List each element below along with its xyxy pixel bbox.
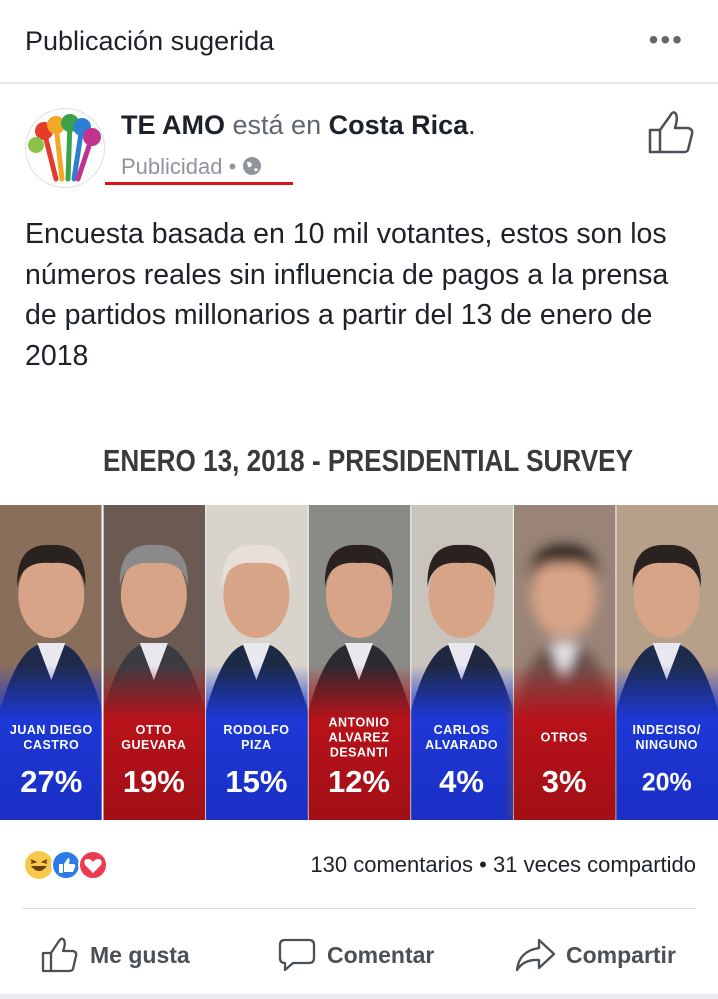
label-band xyxy=(103,665,206,820)
globe-icon xyxy=(243,157,262,175)
like-label: Me gusta xyxy=(90,941,190,968)
face xyxy=(223,552,290,638)
candidate-percent: 27% xyxy=(20,764,82,799)
author[interactable]: TE AMO xyxy=(121,110,225,140)
share-count[interactable]: 31 veces compartido xyxy=(493,852,696,877)
candidate-name: RODOLFO xyxy=(223,723,289,737)
candidate-name: NINGUNO xyxy=(635,738,698,752)
separator: • xyxy=(479,852,487,877)
header-title: Publicación sugerida xyxy=(25,26,275,56)
hair xyxy=(119,544,188,587)
like-page-button[interactable] xyxy=(646,108,696,156)
candidate-name: PIZA xyxy=(241,738,271,752)
more-button[interactable]: ••• xyxy=(648,24,684,55)
sponsored-label: Publicidad xyxy=(121,154,223,179)
collar xyxy=(37,643,66,680)
collar xyxy=(652,643,681,680)
label-band xyxy=(206,665,308,820)
candidate-name: DESANTI xyxy=(330,745,388,759)
candidate-percent: 15% xyxy=(225,764,287,799)
candidate-name: CARLOS xyxy=(434,723,490,737)
annotation-underline xyxy=(105,182,293,185)
comment-count[interactable]: 130 comentarios xyxy=(310,852,474,877)
label-band xyxy=(513,665,616,820)
author-line: TE AMO está en Costa Rica. xyxy=(121,110,476,141)
share-label: Compartir xyxy=(566,941,676,968)
image-title: ENERO 13, 2018 - PRESIDENTIAL SURVEY xyxy=(103,443,633,478)
comment-label: Comentar xyxy=(327,941,435,968)
bottom-edge xyxy=(0,994,718,999)
divider xyxy=(22,908,696,909)
label-band xyxy=(0,665,102,820)
like-button[interactable]: Me gusta xyxy=(40,936,190,974)
collar xyxy=(447,643,476,680)
collar xyxy=(139,643,168,680)
candidate-panel: OTROS 3% xyxy=(513,505,616,820)
like-icon xyxy=(41,937,78,973)
comment-button[interactable]: Comentar xyxy=(277,936,434,974)
candidate-panel: INDECISO/NINGUNO 20% xyxy=(616,505,718,820)
label-band xyxy=(411,665,513,820)
hair xyxy=(632,544,701,587)
audience: Publicidad • xyxy=(121,154,262,180)
stats-bar: 130 comentarios • 31 veces compartido xyxy=(0,840,718,908)
location-prefix: está en xyxy=(232,110,322,140)
face xyxy=(531,552,598,638)
avatar-art xyxy=(26,109,104,187)
stats-text: 130 comentarios • 31 veces compartido xyxy=(310,852,696,878)
comment-icon xyxy=(278,938,316,972)
face xyxy=(18,552,85,638)
collar xyxy=(550,643,579,680)
candidate-name: OTTO xyxy=(136,723,173,737)
location-suffix: . xyxy=(468,110,476,140)
separator: • xyxy=(228,154,237,179)
candidate-name: ALVAREZ xyxy=(329,730,390,744)
candidate-name: GUEVARA xyxy=(121,738,186,752)
share-icon xyxy=(515,938,556,972)
candidate-name: INDECISO/ xyxy=(633,723,701,737)
hair xyxy=(17,544,86,587)
candidate-name: CASTRO xyxy=(23,738,79,752)
candidate-percent: 3% xyxy=(542,764,587,799)
candidate-percent: 20% xyxy=(642,769,692,797)
share-button[interactable]: Compartir xyxy=(514,936,676,974)
collar xyxy=(345,643,373,680)
candidate-percent: 12% xyxy=(328,764,390,799)
candidate-name: OTROS xyxy=(541,730,588,744)
hair xyxy=(427,544,496,587)
candidate-percent: 4% xyxy=(439,764,484,799)
face xyxy=(428,552,495,638)
hair xyxy=(530,544,599,587)
face xyxy=(120,552,187,638)
hair xyxy=(324,544,394,587)
candidate-percent: 19% xyxy=(123,764,185,799)
reaction-icons[interactable] xyxy=(22,848,122,882)
face xyxy=(633,552,700,638)
hair xyxy=(222,544,291,587)
candidate-name: ANTONIO xyxy=(329,715,390,729)
label-band xyxy=(308,665,411,820)
candidate-name: JUAN DIEGO xyxy=(10,723,93,737)
candidate-name: ALVARADO xyxy=(425,738,498,752)
collar xyxy=(242,643,271,680)
avatar[interactable] xyxy=(25,108,105,188)
post-text: Encuesta basada en 10 mil votantes, esto… xyxy=(25,218,669,372)
location[interactable]: Costa Rica xyxy=(328,110,469,140)
face xyxy=(326,552,392,638)
header: Publicación sugerida ••• xyxy=(0,0,718,84)
label-band xyxy=(616,665,718,820)
